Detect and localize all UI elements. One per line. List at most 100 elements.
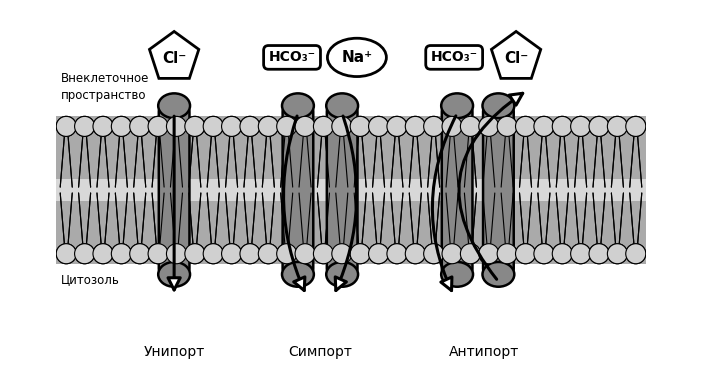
- Circle shape: [332, 244, 352, 264]
- Circle shape: [552, 244, 572, 264]
- Circle shape: [166, 244, 187, 264]
- Circle shape: [534, 244, 554, 264]
- Circle shape: [589, 116, 609, 136]
- Ellipse shape: [326, 93, 358, 118]
- Circle shape: [369, 116, 389, 136]
- FancyBboxPatch shape: [159, 108, 190, 273]
- Circle shape: [387, 244, 407, 264]
- Circle shape: [350, 116, 370, 136]
- Circle shape: [166, 116, 187, 136]
- Circle shape: [240, 116, 260, 136]
- Circle shape: [423, 116, 444, 136]
- FancyBboxPatch shape: [283, 108, 313, 273]
- Circle shape: [148, 244, 168, 264]
- Circle shape: [571, 116, 590, 136]
- Circle shape: [93, 244, 113, 264]
- Circle shape: [74, 116, 95, 136]
- Circle shape: [497, 244, 517, 264]
- Circle shape: [461, 116, 480, 136]
- Circle shape: [166, 244, 187, 264]
- Circle shape: [332, 244, 352, 264]
- Ellipse shape: [282, 262, 314, 287]
- Circle shape: [148, 244, 168, 264]
- Circle shape: [589, 244, 609, 264]
- Circle shape: [112, 244, 131, 264]
- Circle shape: [479, 116, 499, 136]
- Circle shape: [534, 116, 554, 136]
- Circle shape: [479, 116, 499, 136]
- Circle shape: [571, 116, 590, 136]
- Circle shape: [332, 116, 352, 136]
- Circle shape: [625, 116, 646, 136]
- Circle shape: [295, 116, 315, 136]
- Circle shape: [442, 244, 462, 264]
- Circle shape: [607, 116, 628, 136]
- Circle shape: [405, 244, 425, 264]
- Text: Внеклеточное
пространство: Внеклеточное пространство: [61, 72, 150, 102]
- Circle shape: [203, 244, 223, 264]
- Circle shape: [534, 116, 554, 136]
- Circle shape: [625, 244, 646, 264]
- Circle shape: [534, 244, 554, 264]
- Circle shape: [332, 116, 352, 136]
- FancyBboxPatch shape: [483, 108, 514, 273]
- FancyBboxPatch shape: [327, 108, 357, 273]
- Circle shape: [387, 116, 407, 136]
- Circle shape: [203, 116, 223, 136]
- Text: Cl⁻: Cl⁻: [162, 51, 186, 66]
- Circle shape: [185, 244, 205, 264]
- Circle shape: [497, 244, 517, 264]
- Circle shape: [461, 244, 480, 264]
- Ellipse shape: [441, 262, 473, 287]
- Circle shape: [112, 244, 131, 264]
- Bar: [56, 116, 646, 264]
- Circle shape: [258, 244, 279, 264]
- Circle shape: [387, 244, 407, 264]
- Circle shape: [497, 116, 517, 136]
- Circle shape: [240, 116, 260, 136]
- Circle shape: [515, 116, 536, 136]
- Circle shape: [515, 116, 536, 136]
- Text: HCO₃⁻: HCO₃⁻: [430, 51, 478, 64]
- Circle shape: [552, 116, 572, 136]
- Circle shape: [589, 116, 609, 136]
- Circle shape: [203, 244, 223, 264]
- Circle shape: [313, 244, 333, 264]
- Circle shape: [571, 244, 590, 264]
- Circle shape: [369, 244, 389, 264]
- Circle shape: [74, 244, 95, 264]
- Circle shape: [93, 244, 113, 264]
- Ellipse shape: [158, 262, 190, 287]
- Circle shape: [313, 116, 333, 136]
- Circle shape: [552, 244, 572, 264]
- Circle shape: [222, 244, 241, 264]
- Circle shape: [203, 116, 223, 136]
- Circle shape: [607, 244, 628, 264]
- Ellipse shape: [482, 93, 515, 118]
- Ellipse shape: [326, 262, 358, 287]
- Circle shape: [405, 116, 425, 136]
- Circle shape: [56, 116, 77, 136]
- Circle shape: [387, 116, 407, 136]
- Circle shape: [93, 116, 113, 136]
- Circle shape: [185, 116, 205, 136]
- Circle shape: [423, 116, 444, 136]
- Circle shape: [56, 244, 77, 264]
- Circle shape: [442, 116, 462, 136]
- FancyBboxPatch shape: [442, 108, 472, 273]
- Circle shape: [130, 116, 150, 136]
- Circle shape: [74, 116, 95, 136]
- Circle shape: [222, 244, 241, 264]
- Circle shape: [56, 116, 77, 136]
- Circle shape: [295, 244, 315, 264]
- Circle shape: [479, 244, 499, 264]
- Circle shape: [148, 116, 168, 136]
- Circle shape: [166, 116, 187, 136]
- Circle shape: [405, 244, 425, 264]
- Bar: [56, 179, 646, 201]
- Circle shape: [93, 116, 113, 136]
- Circle shape: [589, 244, 609, 264]
- Circle shape: [607, 244, 628, 264]
- Circle shape: [313, 244, 333, 264]
- Circle shape: [295, 116, 315, 136]
